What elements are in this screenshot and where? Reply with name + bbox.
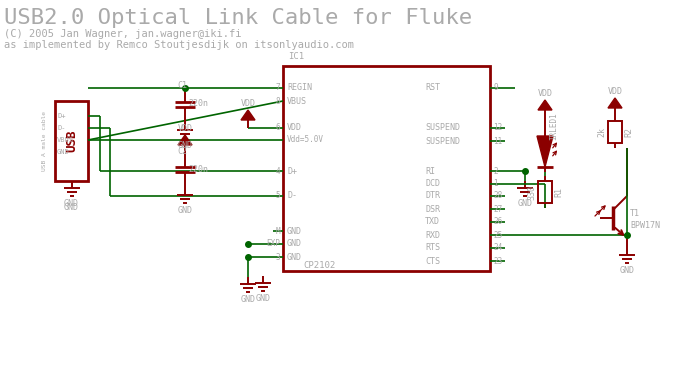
Text: 2k: 2k bbox=[597, 127, 606, 137]
Text: RST: RST bbox=[425, 83, 440, 93]
Text: GND: GND bbox=[287, 253, 302, 261]
Bar bbox=[55, 101, 88, 181]
Text: D-: D- bbox=[287, 191, 297, 201]
Text: GND: GND bbox=[287, 239, 302, 249]
Text: 8: 8 bbox=[275, 97, 280, 105]
Text: IC1: IC1 bbox=[288, 52, 304, 61]
Text: VDD: VDD bbox=[177, 124, 193, 133]
Text: 27: 27 bbox=[493, 205, 502, 213]
Polygon shape bbox=[608, 98, 622, 108]
Text: GND: GND bbox=[177, 206, 193, 215]
Text: C2: C2 bbox=[177, 146, 187, 156]
Text: CP2102: CP2102 bbox=[303, 261, 335, 269]
Text: D-: D- bbox=[57, 125, 66, 131]
Text: 7: 7 bbox=[275, 83, 280, 93]
Text: 3: 3 bbox=[275, 253, 280, 261]
Text: REGIN: REGIN bbox=[287, 83, 312, 93]
Bar bbox=[283, 66, 490, 271]
Text: 2: 2 bbox=[493, 167, 497, 176]
Text: GND: GND bbox=[287, 227, 302, 235]
Text: 220n: 220n bbox=[188, 164, 208, 173]
Text: DTR: DTR bbox=[425, 191, 440, 201]
Text: 1: 1 bbox=[493, 179, 497, 188]
Polygon shape bbox=[178, 135, 192, 145]
Text: SUSPEND: SUSPEND bbox=[425, 123, 460, 132]
Text: GND: GND bbox=[177, 141, 193, 150]
Text: USB2.0 Optical Link Cable for Fluke: USB2.0 Optical Link Cable for Fluke bbox=[4, 8, 472, 28]
Polygon shape bbox=[241, 110, 255, 120]
Text: SUSPEND: SUSPEND bbox=[425, 137, 460, 146]
Polygon shape bbox=[537, 136, 553, 167]
Text: 4: 4 bbox=[275, 167, 280, 176]
Text: 220n: 220n bbox=[188, 100, 208, 108]
Text: GND: GND bbox=[241, 295, 255, 304]
Text: 11: 11 bbox=[493, 137, 502, 146]
Text: VDD: VDD bbox=[607, 87, 622, 96]
Text: USB: USB bbox=[65, 130, 78, 152]
Text: RTS: RTS bbox=[425, 243, 440, 253]
Text: T1: T1 bbox=[630, 209, 640, 217]
Text: 26: 26 bbox=[493, 217, 502, 227]
Text: IRLED1: IRLED1 bbox=[549, 112, 558, 140]
Text: 330: 330 bbox=[527, 184, 536, 199]
Bar bbox=[538, 181, 552, 203]
Text: GND: GND bbox=[620, 266, 635, 275]
Text: DSR: DSR bbox=[425, 205, 440, 213]
Text: DCD: DCD bbox=[425, 179, 440, 188]
Bar bbox=[608, 121, 622, 143]
Text: GND: GND bbox=[255, 294, 270, 303]
Polygon shape bbox=[538, 100, 552, 110]
Text: CTS: CTS bbox=[425, 257, 440, 265]
Text: VBUS: VBUS bbox=[287, 97, 307, 105]
Text: 9: 9 bbox=[493, 83, 497, 93]
Text: R2: R2 bbox=[624, 127, 633, 137]
Text: C1: C1 bbox=[177, 82, 187, 90]
Text: EXP: EXP bbox=[266, 239, 280, 249]
Text: GND: GND bbox=[64, 199, 79, 208]
Text: (C) 2005 Jan Wagner, jan.wagner@iki.fi: (C) 2005 Jan Wagner, jan.wagner@iki.fi bbox=[4, 29, 241, 39]
Text: 28: 28 bbox=[493, 191, 502, 201]
Text: 6: 6 bbox=[275, 123, 280, 132]
Text: RXD: RXD bbox=[425, 231, 440, 239]
Text: VDD: VDD bbox=[538, 89, 553, 98]
Text: RI: RI bbox=[425, 167, 435, 176]
Text: D+: D+ bbox=[287, 167, 297, 176]
Text: USB A male cable: USB A male cable bbox=[43, 111, 48, 171]
Text: VBUS: VBUS bbox=[57, 137, 74, 143]
Text: M: M bbox=[275, 227, 280, 235]
Text: 25: 25 bbox=[493, 231, 502, 239]
Text: 24: 24 bbox=[493, 243, 502, 253]
Text: VDD: VDD bbox=[287, 123, 302, 132]
Text: GND: GND bbox=[57, 149, 70, 155]
Text: BPW17N: BPW17N bbox=[630, 221, 660, 231]
Text: VDD: VDD bbox=[241, 99, 255, 108]
Text: D+: D+ bbox=[57, 113, 66, 119]
Text: as implemented by Remco Stoutjesdijk on itsonlyaudio.com: as implemented by Remco Stoutjesdijk on … bbox=[4, 40, 354, 50]
Text: Vdd=5.0V: Vdd=5.0V bbox=[287, 134, 324, 143]
Text: TXD: TXD bbox=[425, 217, 440, 227]
Text: GND: GND bbox=[64, 203, 79, 212]
Text: 23: 23 bbox=[493, 257, 502, 265]
Text: R1: R1 bbox=[554, 187, 563, 197]
Text: 5: 5 bbox=[275, 191, 280, 201]
Text: 12: 12 bbox=[493, 123, 502, 132]
Text: GND: GND bbox=[518, 199, 533, 208]
